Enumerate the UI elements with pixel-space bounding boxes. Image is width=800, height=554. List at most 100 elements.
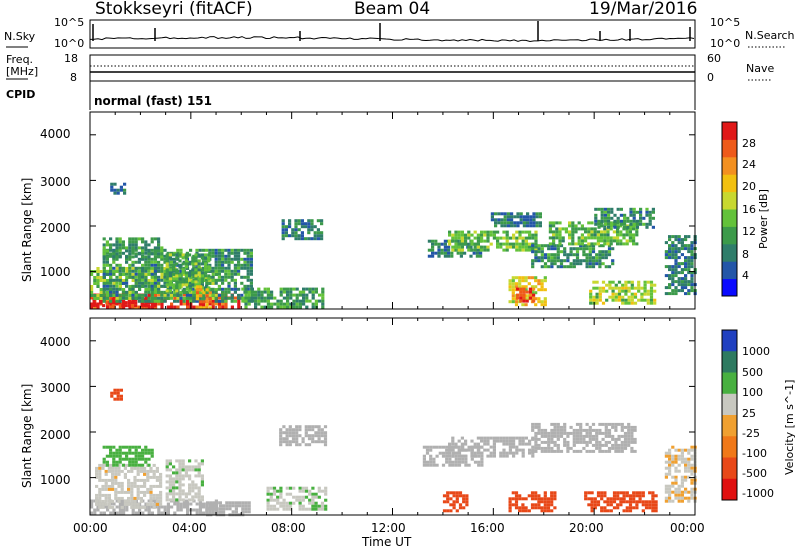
heatmap-cell: [540, 247, 544, 251]
heatmap-cell: [224, 257, 228, 261]
heatmap-cell: [614, 440, 618, 444]
heatmap-cell: [181, 262, 185, 266]
heatmap-cell: [454, 239, 458, 243]
heatmap-cell: [524, 242, 528, 246]
heatmap-cell: [195, 294, 200, 298]
heatmap-cell: [569, 446, 573, 450]
heatmap-cell: [120, 487, 124, 491]
heatmap-cell: [159, 472, 163, 476]
heatmap-cell: [134, 511, 138, 515]
heatmap-cell: [427, 239, 431, 243]
heatmap-cell: [304, 434, 308, 438]
heatmap-cell: [107, 505, 111, 509]
heatmap-cell: [153, 272, 157, 276]
heatmap-cell: [492, 439, 496, 443]
heatmap-cell: [144, 457, 148, 461]
heatmap-cell: [687, 469, 691, 473]
heatmap-cell: [553, 434, 557, 438]
heatmap-cell: [144, 293, 148, 297]
heatmap-cell: [443, 251, 447, 255]
heatmap-cell: [569, 253, 573, 257]
heatmap-cell: [217, 257, 221, 261]
heatmap-cell: [454, 233, 458, 237]
heatmap-cell: [680, 283, 684, 287]
heatmap-cell: [118, 269, 122, 273]
heatmap-cell: [587, 227, 591, 231]
heatmap-cell: [607, 216, 611, 220]
heatmap-cell: [457, 439, 461, 443]
heatmap-cell: [90, 302, 94, 306]
heatmap-cell: [96, 267, 100, 270]
heatmap-cell: [611, 262, 615, 266]
heatmap-cell: [588, 259, 592, 263]
heatmap-cell: [559, 425, 564, 429]
heatmap-cell: [311, 492, 315, 496]
heatmap-cell: [629, 210, 633, 214]
heatmap-cell: [186, 291, 190, 294]
heatmap-cell: [425, 463, 430, 467]
heatmap-cell: [515, 448, 519, 452]
heatmap-cell: [118, 282, 122, 285]
heatmap-cell: [181, 256, 185, 260]
heatmap-cell: [519, 218, 523, 222]
heatmap-cell: [136, 469, 140, 473]
heatmap-cell: [291, 231, 295, 235]
heatmap-cell: [476, 448, 480, 452]
heatmap-cell: [579, 440, 583, 444]
heatmap-cell: [153, 296, 157, 300]
heatmap-cell: [601, 301, 606, 305]
heatmap-cell: [184, 259, 188, 263]
heatmap-cell: [199, 300, 203, 304]
heatmap-cell: [211, 275, 215, 279]
heatmap-cell: [179, 248, 183, 252]
heatmap-cell: [434, 251, 438, 255]
heatmap-cell: [230, 272, 234, 276]
heatmap-cell: [150, 511, 154, 515]
heatmap-cell: [205, 278, 209, 282]
heatmap-cell: [575, 437, 580, 441]
heatmap-cell: [165, 271, 169, 275]
heatmap-cell: [684, 238, 688, 242]
heatmap-cell: [107, 487, 111, 491]
heatmap-cell: [553, 443, 557, 447]
heatmap-cell: [595, 446, 599, 450]
heatmap-cell: [435, 463, 439, 467]
heatmap-cell: [279, 489, 283, 493]
heatmap-cell: [115, 252, 119, 256]
heatmap-cell: [625, 500, 629, 504]
heatmap-cell: [249, 278, 253, 282]
heatmap-cell: [571, 233, 575, 237]
heatmap-cell: [470, 242, 474, 246]
heatmap-cell: [594, 222, 598, 226]
heatmap-cell: [653, 283, 657, 287]
heatmap-cell: [125, 296, 129, 300]
heatmap-cell: [674, 496, 678, 500]
heatmap-cell: [237, 257, 241, 261]
heatmap-cell: [237, 293, 241, 297]
heatmap-cell: [198, 502, 202, 506]
heatmap-cell: [588, 256, 592, 260]
heatmap-cell: [674, 265, 678, 269]
heatmap-cell: [178, 489, 182, 493]
heatmap-cell: [217, 266, 221, 270]
heatmap-cell: [191, 483, 195, 487]
heatmap-cell: [228, 501, 232, 505]
heatmap-cell: [588, 250, 592, 254]
heatmap-cell: [134, 290, 138, 294]
heatmap-cell: [687, 496, 691, 500]
heatmap-cell: [563, 428, 567, 432]
heatmap-cell: [205, 511, 209, 515]
heatmap-cell: [93, 508, 97, 512]
heatmap-cell: [668, 283, 672, 287]
heatmap-cell: [200, 271, 204, 275]
heatmap-cell: [621, 286, 625, 290]
heatmap-cell: [590, 497, 594, 501]
heatmap-cell: [622, 497, 626, 501]
heatmap-cell: [680, 289, 684, 293]
heatmap-cell: [109, 252, 113, 256]
heatmap-cell: [121, 269, 125, 273]
heatmap-cell: [612, 491, 617, 495]
heatmap-cell: [175, 268, 179, 272]
heatmap-cell: [98, 478, 102, 482]
heatmap-cell: [250, 299, 254, 303]
